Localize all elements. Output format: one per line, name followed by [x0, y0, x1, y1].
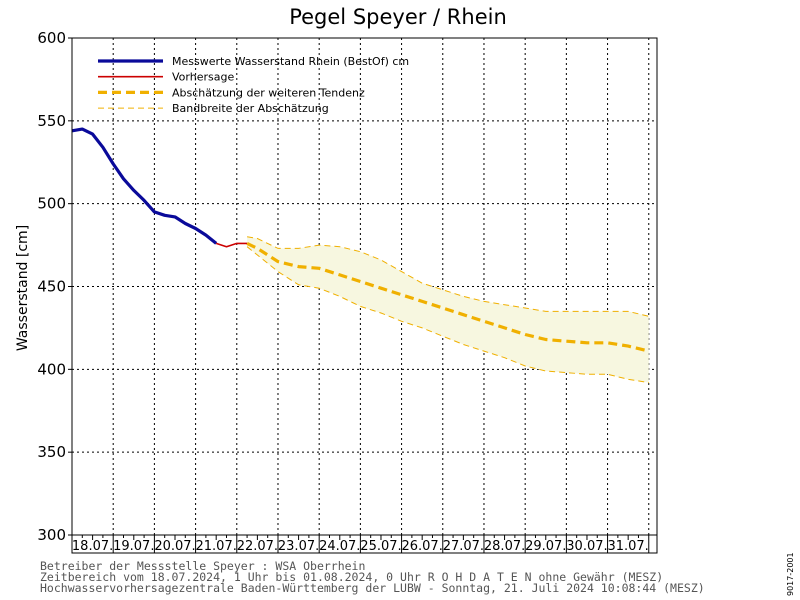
x-tick-label: 23.07.: [278, 539, 319, 554]
x-tick-label: 21.07.: [196, 539, 237, 554]
legend-item-forecast-label: Vorhersage: [172, 71, 234, 84]
legend-item-band-label: Bandbreite der Abschätzung: [172, 102, 329, 115]
x-tick-label: 20.07.: [154, 539, 195, 554]
series-lines: [71, 127, 650, 353]
x-tick-label: 26.07.: [401, 539, 442, 554]
y-tick-label: 300: [37, 526, 66, 544]
footer-time-range: Zeitbereich vom 18.07.2024, 1 Uhr bis 01…: [40, 570, 663, 584]
legend-item-measured-label: Messwerte Wasserstand Rhein (BestOf) cm: [172, 55, 409, 68]
band-upper-line: [247, 236, 649, 317]
x-tick-label: 19.07.: [113, 539, 154, 554]
y-tick-labels: 300 350 400 450 500 550 600: [37, 29, 66, 544]
y-tick-label: 550: [37, 112, 66, 130]
x-tick-labels: 18.07. 19.07. 20.07. 21.07. 22.07. 23.07. 24.0…: [72, 539, 649, 554]
side-id: 9017-2001: [786, 552, 795, 596]
chart-title: Pegel Speyer / Rhein: [289, 5, 507, 29]
footer-operator: Betreiber der Messstelle Speyer : WSA Ob…: [40, 559, 365, 573]
tendency-series-line: [246, 241, 650, 353]
legend: Messwerte Wasserstand Rhein (BestOf) cm V…: [98, 55, 409, 115]
y-tick-label: 500: [37, 195, 66, 213]
band-lower-line: [246, 246, 649, 384]
legend-item-tendency-label: Abschätzung der weiteren Tendenz: [172, 86, 365, 99]
x-tick-label: 30.07.: [566, 539, 607, 554]
x-tick-label: 27.07.: [443, 539, 484, 554]
footer-source: Hochwasservorhersagezentrale Baden-Württ…: [40, 581, 705, 595]
x-tick-label: 25.07.: [360, 539, 401, 554]
y-tick-label: 450: [37, 278, 66, 296]
measured-series-line: [71, 127, 218, 245]
x-tick-label: 28.07.: [484, 539, 525, 554]
y-tick-label: 400: [37, 360, 66, 378]
x-axis-strip: [71, 534, 658, 554]
x-tick-label: 29.07.: [525, 539, 566, 554]
y-tick-label: 600: [37, 29, 66, 47]
y-tick-label: 350: [37, 443, 66, 461]
x-tick-label: 31.07.: [607, 539, 648, 554]
x-tick-label: 18.07.: [72, 539, 113, 554]
x-tick-label: 24.07.: [319, 539, 360, 554]
axes: [68, 37, 658, 554]
y-axis-label: Wasserstand [cm]: [15, 225, 31, 351]
x-tick-label: 22.07.: [237, 539, 278, 554]
forecast-series-line: [215, 242, 248, 248]
